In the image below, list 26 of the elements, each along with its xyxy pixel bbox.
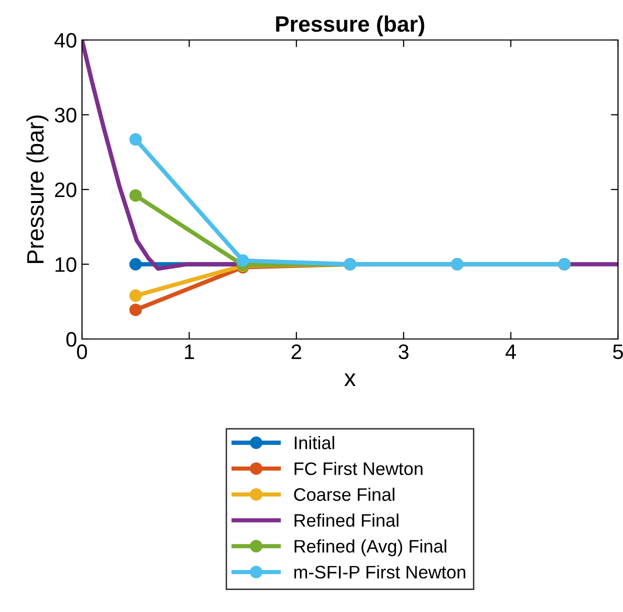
x-tick-label: 3 [398, 344, 408, 360]
y-tick-label: 10 [56, 257, 76, 272]
point [129, 304, 142, 316]
legend-label: Coarse Final [294, 488, 394, 501]
y-tick-label: 20 [55, 182, 76, 198]
x-axis-title: x [344, 373, 356, 386]
legend-label: m-SFI-P First Newton [294, 565, 466, 579]
chart-title: Pressure (bar) [276, 16, 424, 36]
legend-label: Refined (Avg) Final [294, 539, 446, 556]
legend-label: FC First Newton [294, 462, 422, 476]
x-tick-label: 2 [292, 344, 302, 359]
x-tick-label: 0 [77, 344, 87, 360]
point [129, 189, 142, 202]
y-axis-title: Pressure (bar) [26, 116, 48, 264]
legend-label: Initial [294, 436, 334, 450]
x-tick-label: 4 [505, 344, 516, 359]
point [129, 133, 142, 146]
x-tick-label: 1 [184, 344, 194, 359]
y-tick-label: 0 [66, 332, 76, 347]
legend-label: Refined Final [294, 514, 398, 527]
point [129, 289, 142, 302]
point [129, 258, 142, 270]
point [236, 254, 250, 267]
y-tick-label: 40 [54, 33, 76, 48]
y-tick-label: 30 [54, 108, 76, 123]
x-tick-label: 5 [613, 344, 623, 360]
